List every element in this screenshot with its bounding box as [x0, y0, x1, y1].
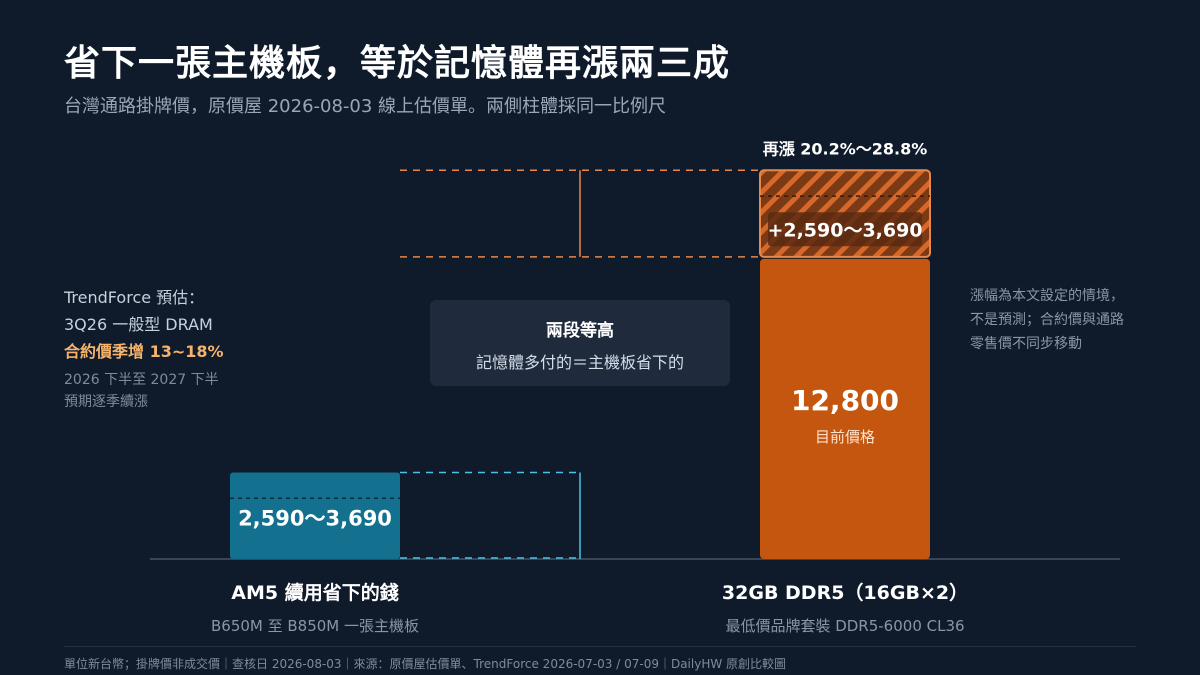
category-sublabel: 最低價品牌套裝 DDR5-6000 CL36 — [725, 617, 965, 635]
category-name: AM5 續用省下的錢 — [231, 582, 399, 604]
callout-text: 記憶體多付的＝主機板省下的 — [475, 353, 684, 372]
increase-percent-label: 再漲 20.2%～28.8% — [763, 139, 928, 158]
footer-source: 單位新台幣；掛牌價非成交價｜查核日 2026-08-03｜來源：原價屋估價單、T… — [64, 657, 787, 671]
page-subtitle: 台灣通路掛牌價，原價屋 2026-08-03 線上估價單。兩側柱體採同一比例尺 — [64, 96, 667, 117]
page-title: 省下一張主機板，等於記憶體再漲兩三成 — [64, 43, 731, 84]
note-line: TrendForce 預估： — [64, 288, 205, 307]
ddr5-current-value: 12,800 — [791, 384, 899, 417]
trendforce-note: TrendForce 預估： 3Q26 一般型 DRAM 合約價季增 13~18… — [64, 284, 224, 413]
equal-height-callout: 兩段等高 記憶體多付的＝主機板省下的 — [430, 300, 730, 386]
note-line: 預期逐季續漲 — [64, 394, 148, 410]
note-line: 2026 下半至 2027 下半 — [64, 372, 219, 388]
scenario-disclaimer: 漲幅為本文設定的情境， 不是預測；合約價與通路 零售價不同步移動 — [970, 284, 1170, 356]
contract-price-highlight: 合約價季增 13~18% — [64, 342, 224, 361]
increase-value-label: +2,590～3,690 — [767, 219, 922, 241]
savings-value-label: 2,590～3,690 — [238, 507, 392, 531]
note-line: 不是預測；合約價與通路 — [970, 312, 1124, 328]
callout-title: 兩段等高 — [546, 321, 614, 341]
increase-label-backdrop — [768, 212, 922, 247]
note-line: 3Q26 一般型 DRAM — [64, 315, 213, 334]
category-label-am5: AM5 續用省下的錢 B650M 至 B850M 一張主機板 — [175, 578, 455, 636]
category-label-ddr5: 32GB DDR5（16GB×2） 最低價品牌套裝 DDR5-6000 CL36 — [685, 578, 1005, 636]
category-name: 32GB DDR5（16GB×2） — [721, 582, 969, 604]
footer-divider — [64, 646, 1136, 647]
note-line: 漲幅為本文設定的情境， — [970, 288, 1124, 304]
note-line: 零售價不同步移動 — [970, 336, 1082, 352]
savings-bar — [230, 472, 400, 559]
outlook-note: 2026 下半至 2027 下半 預期逐季續漲 — [64, 369, 224, 413]
category-sublabel: B650M 至 B850M 一張主機板 — [210, 617, 420, 635]
ddr5-current-bar — [760, 258, 930, 559]
ddr5-current-caption: 目前價格 — [815, 428, 875, 446]
